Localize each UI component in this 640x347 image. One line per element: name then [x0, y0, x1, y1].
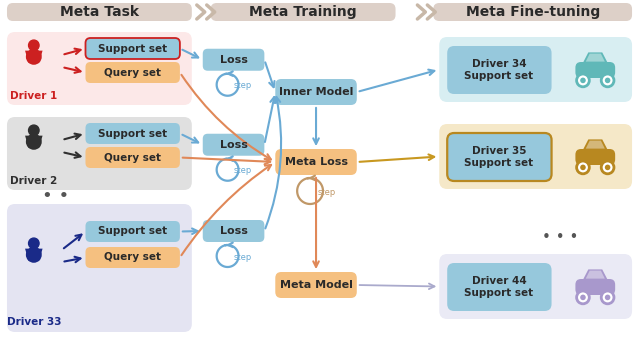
FancyBboxPatch shape [86, 247, 180, 268]
FancyBboxPatch shape [86, 62, 180, 83]
Circle shape [605, 164, 611, 170]
Circle shape [580, 164, 586, 170]
FancyBboxPatch shape [86, 221, 180, 242]
FancyBboxPatch shape [86, 123, 180, 144]
FancyBboxPatch shape [7, 3, 192, 21]
Circle shape [580, 78, 586, 83]
Text: Support set: Support set [98, 227, 167, 237]
Text: Driver 1: Driver 1 [10, 91, 58, 101]
Circle shape [577, 291, 589, 304]
FancyBboxPatch shape [275, 149, 356, 175]
Text: Loss: Loss [220, 140, 248, 150]
FancyBboxPatch shape [203, 220, 264, 242]
Text: Driver 33: Driver 33 [6, 317, 61, 327]
FancyBboxPatch shape [203, 49, 264, 71]
Text: step: step [234, 166, 252, 175]
FancyBboxPatch shape [447, 46, 552, 94]
Text: Driver 35
Support set: Driver 35 Support set [465, 146, 534, 168]
Text: Query set: Query set [104, 253, 161, 262]
Circle shape [601, 161, 614, 174]
Circle shape [577, 74, 589, 87]
Text: Meta Fine-tuning: Meta Fine-tuning [465, 5, 600, 19]
FancyBboxPatch shape [275, 79, 356, 105]
Text: Meta Training: Meta Training [250, 5, 357, 19]
FancyBboxPatch shape [575, 149, 615, 165]
Text: Loss: Loss [220, 55, 248, 65]
FancyBboxPatch shape [7, 204, 192, 332]
FancyBboxPatch shape [7, 117, 192, 190]
FancyBboxPatch shape [203, 134, 264, 156]
Text: Query set: Query set [104, 152, 161, 162]
FancyBboxPatch shape [7, 32, 192, 105]
Polygon shape [586, 53, 605, 62]
Polygon shape [583, 139, 607, 149]
Polygon shape [583, 52, 607, 62]
Circle shape [29, 40, 39, 51]
Polygon shape [586, 141, 605, 149]
Text: step: step [234, 81, 252, 90]
FancyBboxPatch shape [86, 147, 180, 168]
FancyBboxPatch shape [433, 3, 632, 21]
FancyBboxPatch shape [86, 38, 180, 59]
Text: Meta Loss: Meta Loss [285, 157, 348, 167]
Text: • • •: • • • [542, 230, 579, 245]
Polygon shape [25, 136, 42, 148]
Text: step: step [234, 253, 252, 262]
FancyBboxPatch shape [439, 254, 632, 319]
Circle shape [605, 78, 611, 83]
Polygon shape [25, 51, 42, 63]
Text: Driver 2: Driver 2 [10, 176, 58, 186]
FancyBboxPatch shape [575, 62, 615, 78]
FancyBboxPatch shape [275, 272, 356, 298]
Text: Driver 44
Support set: Driver 44 Support set [465, 276, 534, 298]
Circle shape [577, 161, 589, 174]
Text: Support set: Support set [98, 43, 167, 53]
FancyBboxPatch shape [447, 263, 552, 311]
FancyBboxPatch shape [447, 133, 552, 181]
Text: Support set: Support set [98, 128, 167, 138]
Text: Meta Task: Meta Task [60, 5, 139, 19]
Text: step: step [317, 188, 335, 197]
Text: • •: • • [42, 187, 69, 205]
Polygon shape [25, 249, 42, 261]
FancyBboxPatch shape [439, 124, 632, 189]
Text: Meta Model: Meta Model [280, 280, 353, 290]
Circle shape [29, 125, 39, 136]
Text: Loss: Loss [220, 226, 248, 236]
Circle shape [601, 291, 614, 304]
Circle shape [580, 295, 586, 300]
FancyBboxPatch shape [211, 3, 396, 21]
Text: Inner Model: Inner Model [279, 87, 353, 97]
Text: Query set: Query set [104, 68, 161, 77]
FancyBboxPatch shape [439, 37, 632, 102]
Polygon shape [586, 271, 605, 279]
Circle shape [601, 74, 614, 87]
Text: Driver 34
Support set: Driver 34 Support set [465, 59, 534, 81]
Circle shape [29, 238, 39, 249]
Circle shape [605, 295, 611, 300]
Polygon shape [583, 269, 607, 279]
FancyBboxPatch shape [575, 279, 615, 295]
